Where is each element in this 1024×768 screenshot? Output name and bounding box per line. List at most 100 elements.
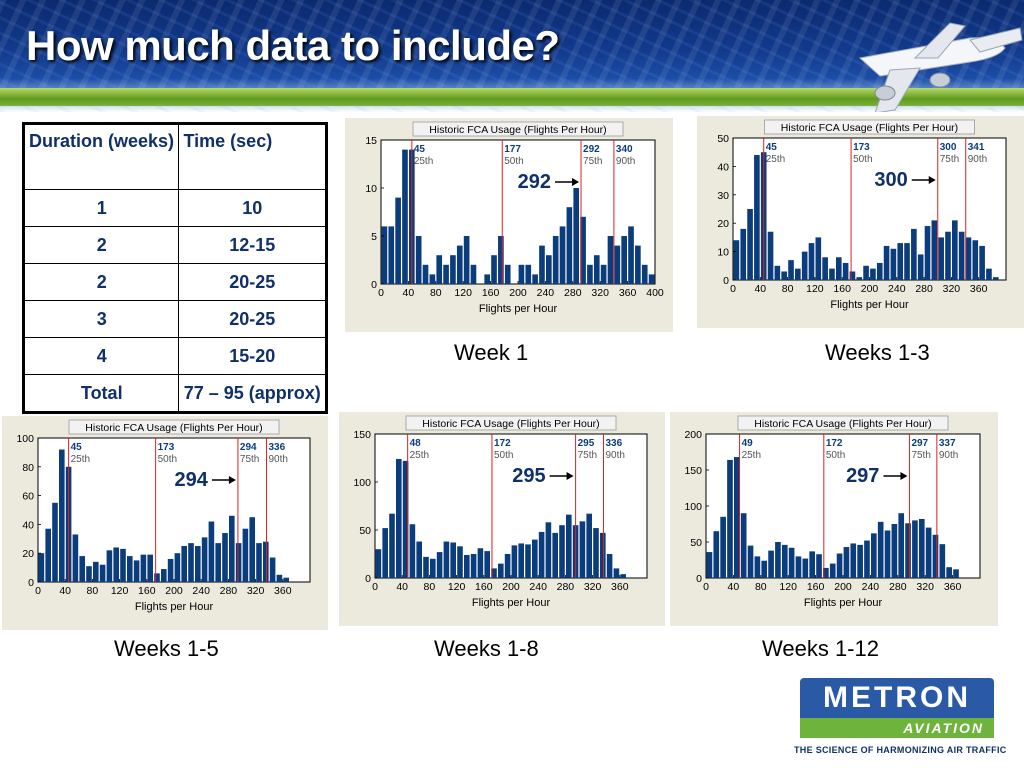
percentile-label: 50th	[853, 154, 872, 165]
y-tick-label: 0	[371, 279, 377, 291]
histogram-bar	[545, 522, 552, 578]
banner-green-stripe	[0, 88, 1024, 106]
histogram-bar	[86, 566, 92, 582]
chart-caption: Week 1	[454, 340, 529, 365]
y-tick-label: 40	[717, 161, 729, 173]
histogram-bar	[566, 514, 572, 578]
histogram-bar	[532, 539, 538, 578]
histogram-bar	[876, 262, 883, 280]
x-tick-label: 360	[970, 283, 988, 295]
y-tick-label: 0	[723, 275, 729, 287]
x-tick-label: 240	[862, 581, 880, 593]
histogram-bar	[808, 243, 815, 280]
histogram-bar	[396, 458, 402, 578]
histogram-bar	[593, 255, 600, 284]
y-tick-label: 200	[684, 429, 702, 441]
table-header-row: Duration (weeks) Time (sec)	[22, 123, 327, 190]
histogram-bar	[795, 268, 801, 280]
chart-svg: Historic FCA Usage (Flights Per Hour)482…	[353, 415, 648, 609]
histogram-bar	[747, 545, 754, 578]
histogram-bar	[450, 542, 456, 578]
y-tick-label: 40	[22, 519, 34, 531]
chart-svg: Historic FCA Usage (Flights Per Hour)452…	[16, 419, 311, 613]
callout-arrowhead	[566, 472, 574, 480]
histogram-bar	[635, 245, 641, 284]
table-cell: 12-15	[178, 226, 327, 264]
histogram-bar	[871, 533, 877, 578]
x-tick-label: 120	[779, 581, 797, 593]
metron-logo: METRON AVIATION	[800, 678, 994, 740]
percentile-label: 75th	[578, 450, 597, 461]
chart-caption: Weeks 1-5	[114, 636, 219, 661]
histogram-bar	[600, 264, 607, 284]
histogram-bar	[256, 543, 262, 582]
chart-title: Historic FCA Usage (Flights Per Hour)	[781, 122, 958, 134]
percentile-value: 45	[766, 142, 778, 153]
table-cell: 2	[22, 263, 180, 301]
chart-title-box	[737, 415, 949, 431]
histogram-bar	[648, 274, 655, 284]
histogram-bar	[463, 236, 470, 284]
histogram-bar	[195, 546, 201, 582]
histogram-bar	[898, 513, 905, 578]
table-cell: 3	[22, 300, 180, 338]
histogram-bar	[579, 521, 586, 578]
histogram-bar	[863, 265, 869, 280]
y-tick-label: 100	[353, 477, 371, 489]
callout-arrowhead	[228, 476, 236, 484]
histogram-bar	[242, 528, 249, 582]
histogram-bar	[938, 237, 944, 280]
table-cell: 2	[22, 226, 180, 264]
histogram-bar	[470, 554, 477, 578]
chart-title: Historic FCA Usage (Flights Per Hour)	[754, 418, 931, 430]
airplane-icon	[858, 22, 1023, 112]
table-header-time: Time (sec)	[178, 123, 327, 190]
histogram-bar	[823, 567, 829, 578]
histogram-bar	[208, 521, 215, 582]
histogram-bar	[836, 553, 843, 578]
chart-title: Historic FCA Usage (Flights Per Hour)	[85, 422, 262, 434]
histogram-bar	[504, 264, 511, 284]
histogram-bar	[607, 236, 614, 284]
histogram-bar	[538, 531, 545, 578]
x-tick-label: 120	[448, 581, 466, 593]
percentile-value: 336	[268, 442, 285, 453]
percentile-label: 90th	[968, 154, 987, 165]
histogram-bar	[857, 544, 863, 578]
x-tick-label: 80	[782, 283, 794, 295]
y-tick-label: 50	[717, 133, 729, 145]
y-tick-label: 15	[365, 135, 377, 147]
chart-title-box	[68, 419, 280, 435]
histogram-bar	[587, 264, 593, 284]
histogram-bar	[992, 277, 999, 280]
histogram-bar	[498, 563, 504, 578]
histogram-bar	[174, 553, 181, 582]
x-tick-label: 160	[833, 283, 851, 295]
histogram-bar	[727, 459, 733, 578]
percentile-label: 50th	[504, 156, 523, 167]
histogram-bar	[491, 255, 497, 284]
histogram-bar	[477, 548, 484, 578]
percentile-value: 341	[968, 142, 985, 153]
table-row: 2 12-15	[22, 226, 327, 264]
histogram-bar	[532, 274, 538, 284]
histogram-bar	[641, 264, 648, 284]
histogram-bar	[161, 569, 167, 582]
histogram-bar	[580, 216, 586, 284]
percentile-label: 90th	[605, 450, 624, 461]
histogram-bar	[734, 457, 740, 578]
x-tick-label: 360	[611, 581, 629, 593]
histogram-bar	[423, 556, 429, 578]
histogram-bar	[395, 197, 401, 284]
histogram-bar	[552, 532, 558, 578]
percentile-label: 25th	[766, 154, 785, 165]
histogram-bar	[952, 220, 958, 280]
x-axis-label: Flights per Hour	[830, 299, 909, 311]
x-axis-label: Flights per Hour	[479, 303, 558, 315]
histogram-bar	[925, 527, 932, 578]
logo-tagline: THE SCIENCE OF HARMONIZING AIR TRAFFIC	[794, 745, 1007, 755]
percentile-label: 25th	[410, 450, 429, 461]
percentile-value: 340	[616, 144, 633, 155]
histogram-bar	[939, 544, 946, 578]
percentile-value: 172	[826, 438, 843, 449]
